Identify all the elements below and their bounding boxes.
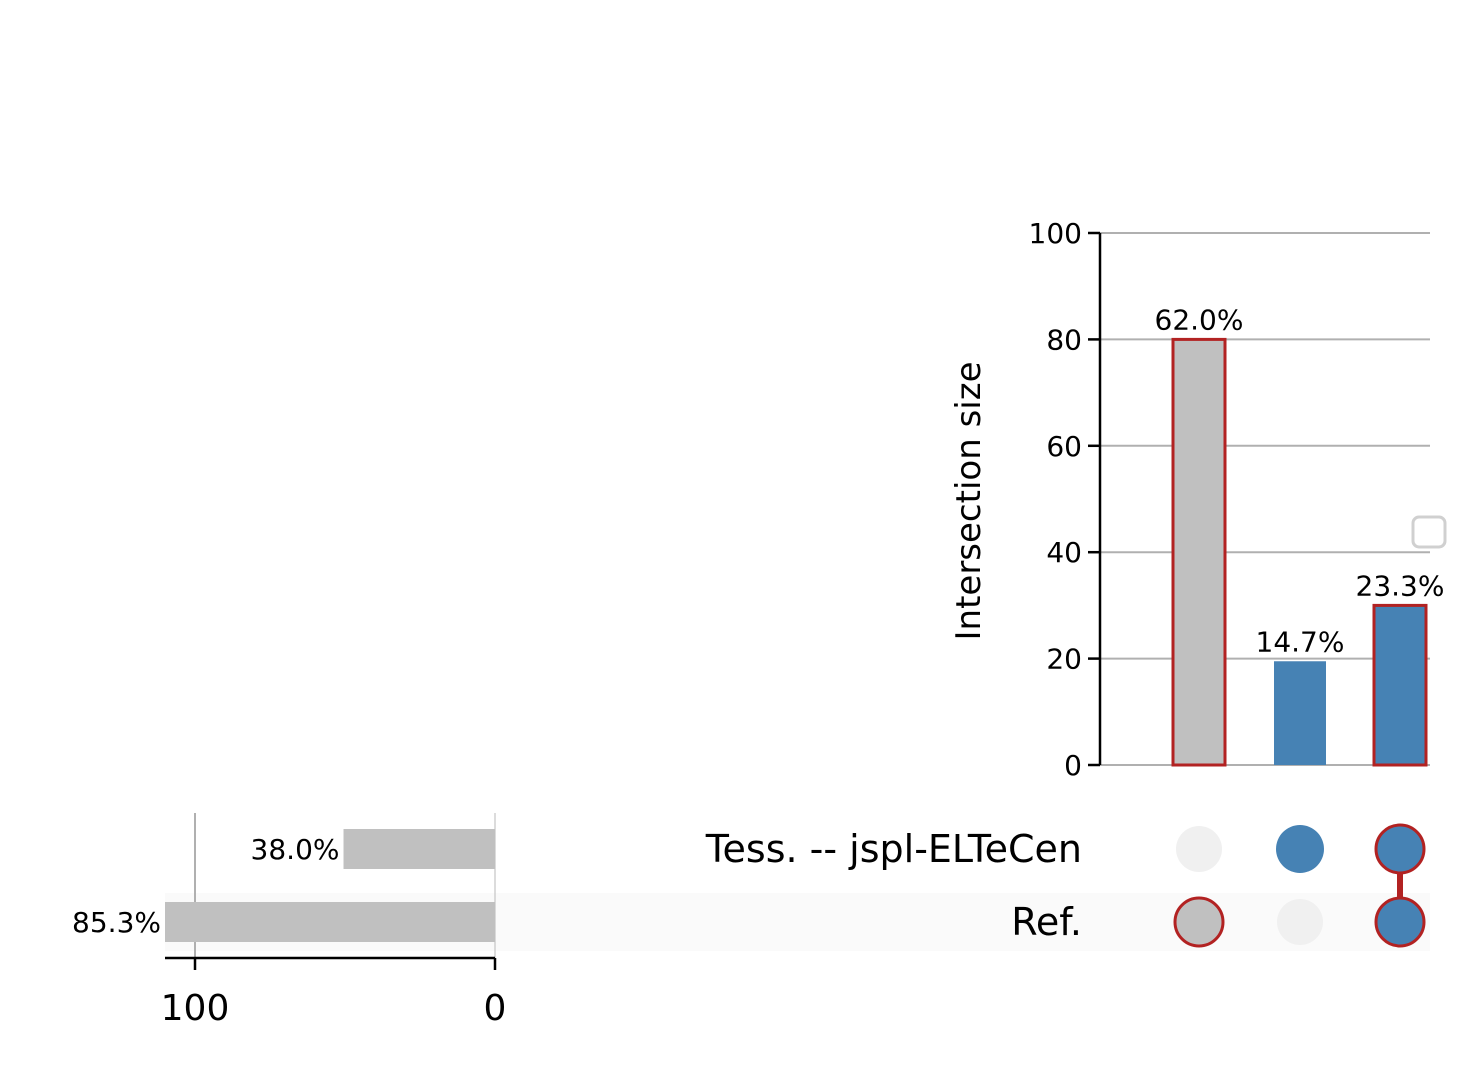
matrix-dot-inactive — [1277, 899, 1323, 945]
y-tick-label: 80 — [1046, 323, 1082, 356]
y-tick-label: 60 — [1046, 430, 1082, 463]
set-size-tick-label: 0 — [484, 988, 507, 1029]
y-tick-label: 100 — [1029, 217, 1082, 250]
matrix-dot-active — [1276, 825, 1324, 873]
set-name-label: Ref. — [1011, 900, 1082, 944]
intersection-bar-label: 62.0% — [1155, 303, 1244, 336]
intersection-bar-label: 14.7% — [1256, 625, 1345, 658]
intersection-bar — [1171, 337, 1227, 767]
set-size-bar-label: 85.3% — [72, 906, 161, 939]
intersection-bar-label: 23.3% — [1356, 569, 1445, 602]
set-size-bar — [343, 829, 495, 869]
y-axis-title: Intersection size — [949, 362, 989, 641]
set-size-tick-label: 100 — [161, 988, 230, 1029]
intersection-bar — [1274, 661, 1326, 765]
y-tick-label: 0 — [1064, 749, 1082, 782]
y-tick-label: 40 — [1046, 536, 1082, 569]
matrix-dot-active — [1173, 896, 1225, 948]
set-size-bar — [165, 902, 495, 942]
legend-box — [1411, 515, 1447, 549]
matrix-dot-active — [1374, 896, 1426, 948]
y-tick-label: 20 — [1046, 643, 1082, 676]
intersection-bar — [1372, 603, 1428, 767]
matrix-dot-active — [1374, 823, 1426, 875]
set-name-label: Tess. -- jspl-ELTeCen — [705, 827, 1082, 871]
set-size-bar-label: 38.0% — [251, 833, 340, 866]
matrix-dot-inactive — [1176, 826, 1222, 872]
